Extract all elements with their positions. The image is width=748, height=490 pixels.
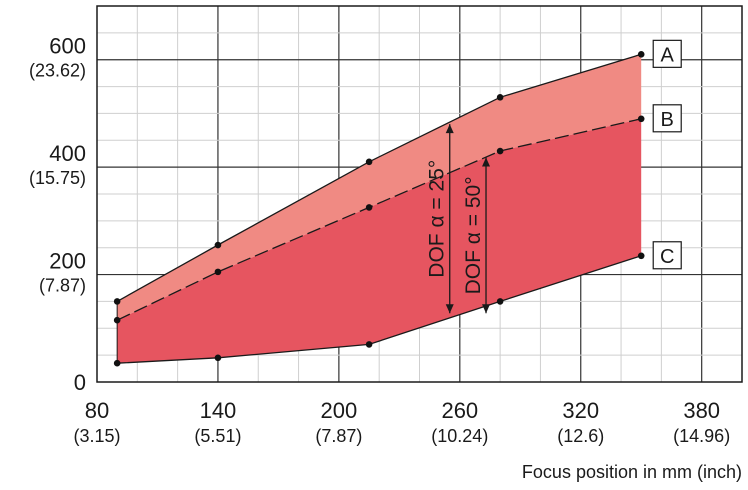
y-tick-sublabel: (7.87)	[39, 276, 86, 296]
band-b-c	[117, 118, 642, 364]
point-a	[365, 158, 373, 166]
point-a	[214, 241, 222, 249]
y-tick-label: 0	[74, 370, 86, 395]
point-b	[365, 204, 373, 211]
point-c	[214, 354, 222, 362]
dof-label-1: DOF α = 25°	[426, 160, 449, 278]
y-tick-sublabel: (15.75)	[29, 168, 86, 188]
y-tick-label: 400	[49, 141, 86, 166]
x-tick-sublabel: (14.96)	[673, 426, 730, 446]
dof-arrow-head-bottom	[482, 304, 491, 314]
x-axis-label: Focus position in mm (inch)	[522, 462, 742, 482]
point-c	[496, 298, 504, 305]
x-tick-sublabel: (10.24)	[431, 426, 488, 446]
point-a	[113, 298, 121, 305]
x-tick-label: 380	[683, 398, 720, 423]
legend-box-c	[652, 241, 682, 270]
legend-label-b: B	[661, 109, 674, 131]
area-bands	[116, 54, 642, 364]
point-a	[637, 51, 645, 58]
point-b	[637, 115, 645, 123]
point-c	[365, 341, 373, 348]
x-tick-label: 80	[85, 398, 109, 423]
series-points	[113, 51, 645, 367]
band-a-b	[117, 54, 642, 321]
legend-box-a	[652, 39, 682, 68]
legend-label-c: C	[660, 246, 674, 268]
y-tick-label: 200	[49, 249, 86, 274]
y-tick-sublabel: (23.62)	[29, 61, 86, 81]
legend: A B C	[652, 39, 682, 270]
dof-arrow-head-top	[445, 124, 454, 134]
x-tick-label: 200	[321, 398, 358, 423]
x-tick-sublabel: (3.15)	[73, 426, 120, 446]
point-b	[214, 268, 222, 276]
x-tick-sublabel: (12.6)	[557, 426, 604, 446]
x-tick-label: 260	[441, 398, 478, 423]
plot-border	[96, 5, 743, 383]
dof-annotations: DOF α = 25° DOF α = 50°	[426, 124, 491, 314]
x-tick-label: 140	[200, 398, 237, 423]
legend-box-b	[652, 104, 682, 133]
x-tick-sublabel: (7.87)	[315, 426, 362, 446]
point-b	[496, 147, 504, 155]
legend-label-a: A	[661, 44, 675, 66]
point-a	[496, 94, 504, 101]
x-tick-sublabel: (5.51)	[194, 426, 241, 446]
x-tick-label: 320	[562, 398, 599, 423]
point-b	[113, 316, 121, 324]
dof-arrow-head-bottom	[445, 304, 454, 314]
dof-label-2: DOF α = 50°	[462, 176, 485, 294]
y-tick-label: 600	[49, 34, 86, 59]
point-c	[113, 359, 121, 367]
point-c	[637, 252, 645, 260]
dof-arrow-head-top	[482, 157, 491, 167]
tick-labels: 80(3.15)140(5.51)200(7.87)260(10.24)320(…	[29, 34, 730, 446]
plot-frame	[96, 5, 743, 383]
